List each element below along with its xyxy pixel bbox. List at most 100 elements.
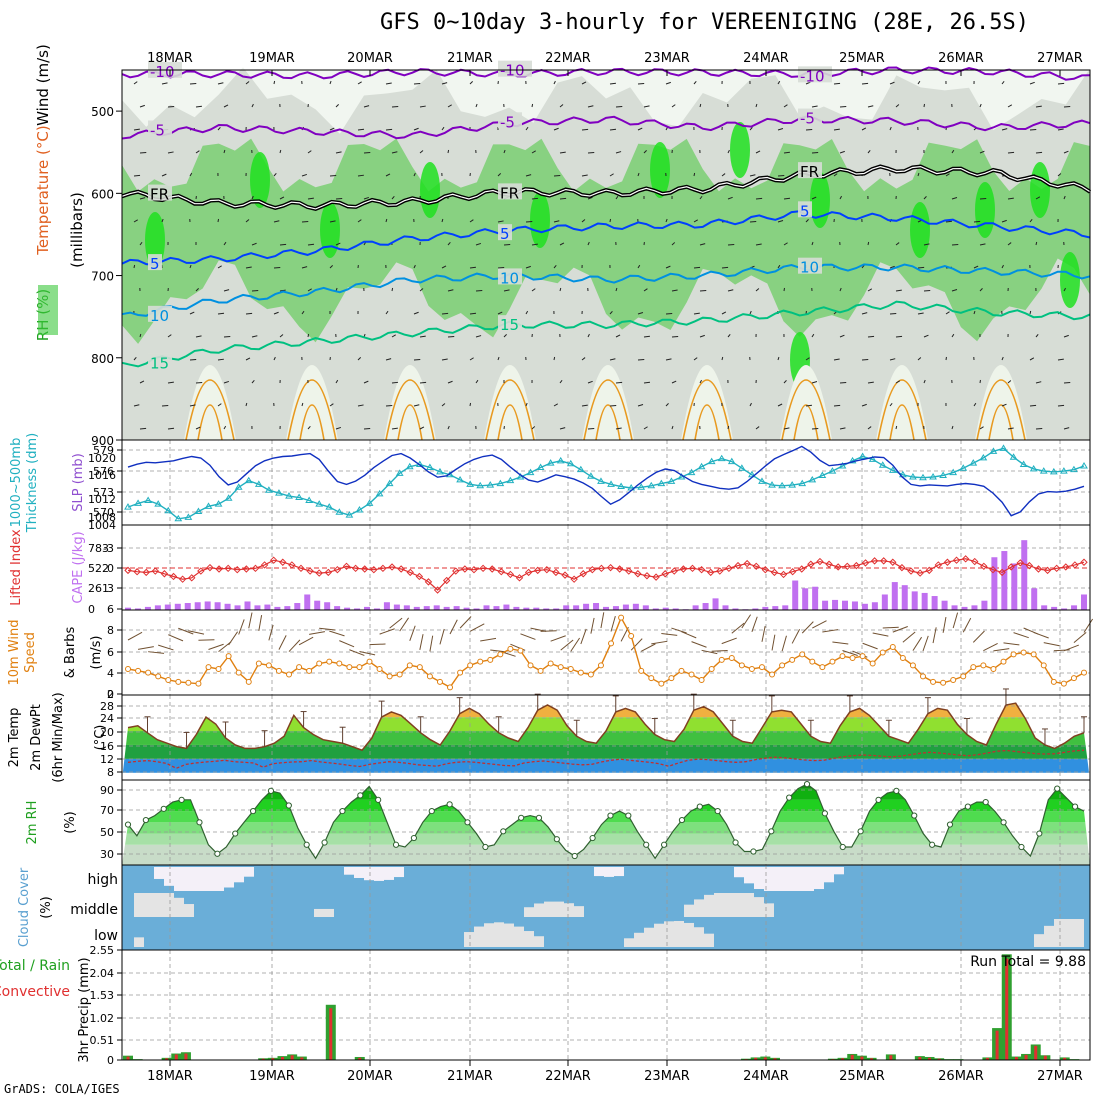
lifted-index-point	[588, 565, 597, 574]
cloud-cell	[374, 867, 384, 881]
cape-bar	[274, 606, 281, 610]
precip-convective-bar	[184, 1053, 188, 1060]
precip-convective-bar	[1014, 1056, 1018, 1060]
precip-convective-bar	[1034, 1045, 1038, 1060]
slp-point	[395, 469, 404, 476]
wind-barb	[671, 242, 676, 246]
cloud-tick-label: high	[87, 872, 118, 888]
cape-bar	[254, 605, 261, 610]
wind-barb	[1063, 427, 1070, 430]
lifted-index-point	[925, 566, 933, 575]
cloud-cell	[464, 932, 474, 947]
wind-barb	[447, 104, 452, 108]
wind-point	[899, 655, 906, 661]
wind-barb	[1029, 310, 1032, 315]
rh-point	[625, 812, 632, 819]
temp-band	[122, 744, 1090, 759]
temp-contour-warm	[385, 379, 435, 441]
cape-bar	[1031, 588, 1038, 610]
wind-barb	[335, 379, 339, 384]
rh-point	[1000, 819, 1007, 826]
contour-label: FR	[150, 186, 169, 204]
wind-barb	[699, 243, 706, 246]
wind-barb	[419, 426, 425, 430]
wind-barb	[665, 81, 671, 85]
lifted-index-point	[697, 565, 706, 574]
wind-barb	[811, 381, 818, 384]
wind-barb	[923, 334, 929, 338]
wind-barb	[755, 197, 763, 200]
wind-barb	[615, 381, 623, 384]
slp-point	[265, 486, 273, 493]
wind-barb	[413, 404, 420, 407]
slp-point	[506, 476, 515, 484]
lifted-index-point	[980, 562, 988, 571]
cape-bar	[981, 600, 988, 610]
wind-tick-label: 4	[107, 667, 114, 680]
wind-barb	[755, 243, 762, 246]
slp-point	[214, 500, 223, 507]
wind-barb	[979, 150, 985, 154]
slp-point	[345, 511, 354, 518]
wind-barb	[951, 425, 954, 430]
wind-barb	[942, 616, 947, 633]
rh-point	[446, 801, 453, 808]
slp-axis-label: 1000~500mb	[9, 438, 24, 528]
wind-barb	[637, 127, 643, 131]
cape-bar	[553, 608, 560, 610]
lifted-index-point	[706, 568, 715, 577]
slp-point	[778, 481, 786, 489]
cloud-cell	[484, 923, 494, 947]
cloud-cell	[734, 893, 744, 917]
rh-point	[732, 839, 739, 846]
precip-convective-bar	[1043, 1055, 1047, 1060]
wind-barb	[223, 241, 227, 246]
slp-point	[838, 462, 847, 469]
cloud-cell	[644, 927, 654, 947]
lifted-index-point	[515, 574, 524, 582]
wind-barb	[195, 105, 202, 108]
cloud-cell	[654, 923, 664, 947]
wind-barb	[867, 335, 875, 338]
wind-point	[849, 655, 856, 661]
slp-point	[1039, 467, 1048, 474]
wind-point	[165, 677, 172, 683]
wind-barb	[357, 81, 362, 85]
lifted-index-point	[242, 565, 251, 573]
wind-barb	[671, 104, 676, 108]
slp-point	[576, 465, 585, 473]
lifted-index-point	[160, 570, 169, 578]
wind-point	[638, 667, 645, 674]
wind-barb	[559, 427, 566, 430]
cloud-cell	[534, 903, 544, 917]
lifted-index-point	[497, 568, 506, 576]
temp-contour-warm	[595, 404, 621, 441]
cloud-cell	[234, 867, 244, 883]
slp-point	[969, 459, 978, 466]
wind-barb	[1035, 151, 1043, 154]
cloud-cell	[494, 922, 504, 947]
wind-point	[235, 669, 242, 676]
wind-barb	[1035, 105, 1042, 108]
wind-barb	[363, 380, 369, 384]
cape-bar	[294, 603, 301, 610]
temp-contour-warm	[877, 379, 927, 441]
slp-point	[687, 468, 696, 476]
cape-bar	[324, 602, 331, 610]
wind-barb	[531, 103, 534, 108]
cape-bar	[533, 607, 540, 610]
slp-point	[436, 467, 444, 475]
wind-barb	[1057, 82, 1065, 85]
temp-band	[122, 731, 1090, 745]
rh-point	[142, 816, 149, 824]
wind-barb	[385, 310, 389, 315]
wind-point	[758, 664, 765, 671]
wind-barb	[951, 149, 955, 154]
wind-barb	[559, 151, 566, 154]
slp-point	[526, 468, 535, 476]
wind-barb	[525, 402, 528, 407]
cape-bar	[1021, 540, 1028, 610]
wind-barb	[839, 195, 843, 200]
wind-point	[426, 673, 433, 680]
wind-axis-label: 10m Wind	[7, 619, 22, 685]
